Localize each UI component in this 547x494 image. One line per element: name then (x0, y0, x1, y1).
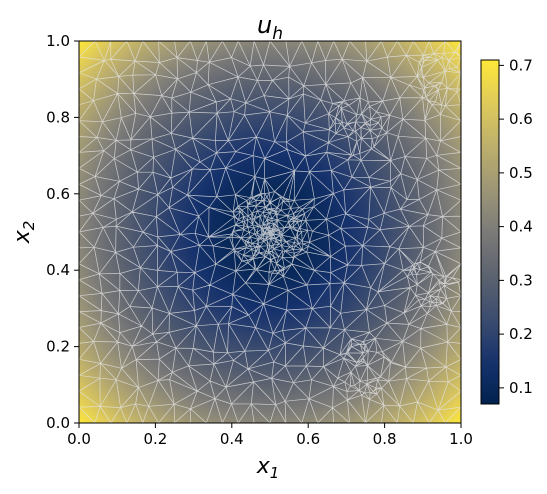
y-tick-label: 1.0 (46, 32, 70, 50)
y-tick-label: 0.4 (46, 261, 70, 279)
x-axis-label: x1 (256, 454, 280, 482)
colorbar-tick-label: 0.4 (509, 218, 533, 236)
x-tick-label: 1.0 (449, 430, 473, 448)
y-tick-label: 0.2 (46, 338, 70, 356)
x-tick-label: 0.4 (220, 430, 244, 448)
x-tick-label: 0.0 (67, 430, 91, 448)
x-tick-label: 0.2 (143, 430, 167, 448)
colorbar (480, 59, 500, 405)
chart-title-sub: h (272, 24, 283, 44)
y-axis-label: x2 (10, 221, 38, 245)
chart-title: uh (257, 11, 283, 44)
x-tick-label: 0.6 (296, 430, 320, 448)
y-tick-label: 0.0 (46, 414, 70, 432)
colorbar-tick-label: 0.5 (509, 164, 533, 182)
colorbar-tick-label: 0.3 (509, 271, 533, 289)
y-axis: 0.0 0.2 0.4 0.6 0.8 1.0 (46, 32, 79, 432)
plot-frame (78, 40, 462, 424)
x-tick-label: 0.8 (373, 430, 397, 448)
colorbar-tick-label: 0.2 (509, 325, 533, 343)
colorbar-tick-label: 0.7 (509, 56, 533, 74)
y-axis-label-sub: 2 (20, 221, 38, 231)
colorbar-tick-label: 0.1 (509, 379, 533, 397)
chart-title-base: u (257, 11, 272, 39)
y-tick-label: 0.6 (46, 185, 70, 203)
x-axis-label-base: x (256, 454, 271, 479)
y-tick-label: 0.8 (46, 108, 70, 126)
mesh-overlay (79, 41, 461, 423)
x-axis-label-sub: 1 (270, 464, 280, 482)
x-axis: 0.0 0.2 0.4 0.6 0.8 1.0 (67, 423, 473, 448)
mesh-edges (79, 41, 461, 423)
colorbar-tick-label: 0.6 (509, 110, 533, 128)
colorbar-axis: 0.1 0.2 0.3 0.4 0.5 0.6 0.7 (499, 56, 533, 397)
y-axis-label-base: x (10, 229, 35, 244)
